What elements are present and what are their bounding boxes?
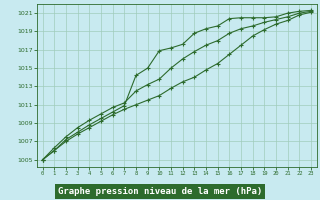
Text: Graphe pression niveau de la mer (hPa): Graphe pression niveau de la mer (hPa) <box>58 187 262 196</box>
